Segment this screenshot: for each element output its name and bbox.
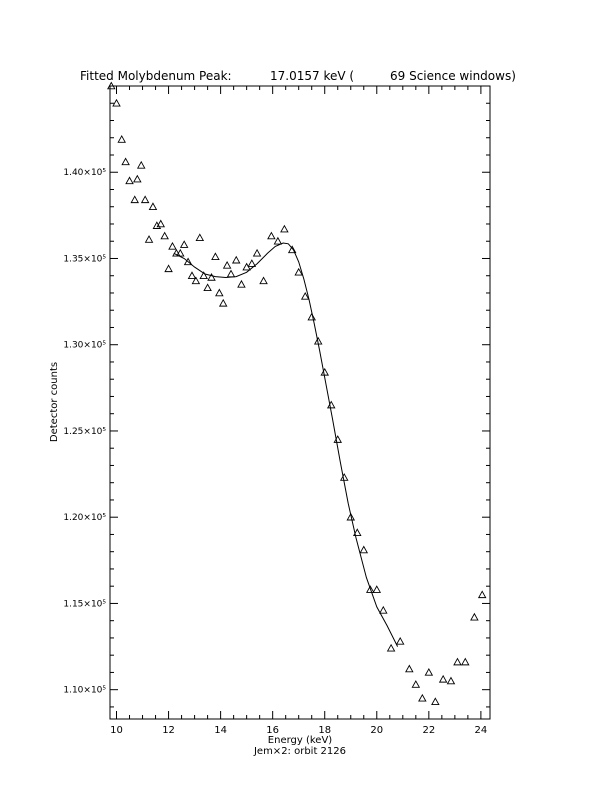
data-point xyxy=(379,605,388,614)
data-point xyxy=(211,252,220,261)
data-point xyxy=(148,202,158,210)
data-point xyxy=(121,157,130,166)
y-tick-label: 1.25×10⁵ xyxy=(63,427,106,437)
data-point xyxy=(160,231,169,240)
y-tick-label: 1.35×10⁵ xyxy=(63,254,106,264)
data-point xyxy=(207,273,216,281)
data-point xyxy=(326,400,336,409)
data-point xyxy=(164,264,173,273)
x-tick-label: 16 xyxy=(266,725,279,736)
data-point xyxy=(431,697,440,706)
chart-title-energy: 17.0157 keV ( xyxy=(270,69,354,83)
data-point xyxy=(359,545,369,554)
y-tick-label: 1.10×10⁵ xyxy=(63,686,106,696)
data-point xyxy=(333,435,343,443)
data-point xyxy=(179,240,189,248)
data-point xyxy=(372,585,382,593)
data-point xyxy=(215,288,224,297)
fit-curve xyxy=(173,242,399,647)
data-point xyxy=(222,260,232,269)
plot-frame xyxy=(109,85,491,720)
data-point xyxy=(117,135,126,143)
data-point xyxy=(320,367,329,376)
data-point xyxy=(461,657,470,666)
axis-ticks: 10 12 14 16 18 20 22 24 1.10×10⁵ 1.15×10⁵ 1.20×10⁵… xyxy=(63,85,490,736)
data-point xyxy=(418,693,427,702)
footer-label: Jem×2: orbit 2126 xyxy=(253,746,346,757)
data-point xyxy=(477,590,487,599)
data-point xyxy=(438,674,448,683)
data-point xyxy=(191,276,201,285)
x-tick-label: 18 xyxy=(318,725,331,736)
x-tick-label: 10 xyxy=(110,725,123,736)
data-point xyxy=(259,276,268,285)
data-point xyxy=(133,174,142,183)
y-tick-label: 1.30×10⁵ xyxy=(63,341,106,351)
data-point xyxy=(231,255,241,264)
data-point xyxy=(252,248,262,257)
data-point xyxy=(226,269,236,278)
data-point xyxy=(273,236,283,245)
chart-title-label: Fitted Molybdenum Peak: xyxy=(80,69,232,83)
data-point xyxy=(386,643,396,652)
data-point xyxy=(156,219,166,228)
data-point xyxy=(395,636,405,645)
chart-title-windows: 69 Science windows) xyxy=(390,69,516,83)
data-point xyxy=(339,473,349,481)
x-tick-label: 24 xyxy=(475,725,488,736)
data-point xyxy=(199,271,208,279)
x-tick-label: 14 xyxy=(214,725,227,736)
data-point xyxy=(237,279,246,288)
data-point xyxy=(152,221,162,229)
data-point xyxy=(195,233,205,242)
data-point xyxy=(130,195,139,204)
x-tick-label: 20 xyxy=(370,725,383,736)
data-point xyxy=(107,81,116,90)
x-tick-label: 12 xyxy=(162,725,175,736)
x-axis-label: Energy (keV) xyxy=(268,735,333,746)
data-point xyxy=(183,257,193,266)
data-point xyxy=(280,224,289,233)
y-tick-label: 1.20×10⁵ xyxy=(63,513,106,523)
data-point xyxy=(352,528,362,536)
data-point xyxy=(140,195,150,204)
data-point xyxy=(168,241,177,250)
y-tick-label: 1.15×10⁵ xyxy=(63,599,106,609)
y-tick-label: 1.40×10⁵ xyxy=(63,168,106,178)
data-point xyxy=(287,245,297,254)
x-tick-label: 22 xyxy=(422,725,435,736)
data-point xyxy=(470,612,479,621)
data-point xyxy=(453,657,462,666)
data-point xyxy=(218,298,228,307)
data-point xyxy=(405,664,414,673)
data-point xyxy=(247,259,257,267)
data-point xyxy=(307,312,316,321)
data-point xyxy=(424,668,434,676)
data-point xyxy=(136,160,146,169)
data-point xyxy=(176,248,185,257)
data-point xyxy=(294,267,303,276)
data-point xyxy=(300,291,310,300)
data-point xyxy=(125,176,134,185)
data-marks xyxy=(107,81,487,706)
data-point xyxy=(411,680,421,688)
data-point xyxy=(267,231,276,240)
data-point xyxy=(446,676,456,685)
data-point xyxy=(346,512,356,521)
y-axis-label: Detector counts xyxy=(49,362,60,442)
data-point xyxy=(144,235,154,243)
data-point xyxy=(203,283,212,292)
data-point xyxy=(313,336,323,345)
data-point xyxy=(366,585,375,593)
data-point xyxy=(187,271,197,279)
data-point xyxy=(112,98,121,107)
